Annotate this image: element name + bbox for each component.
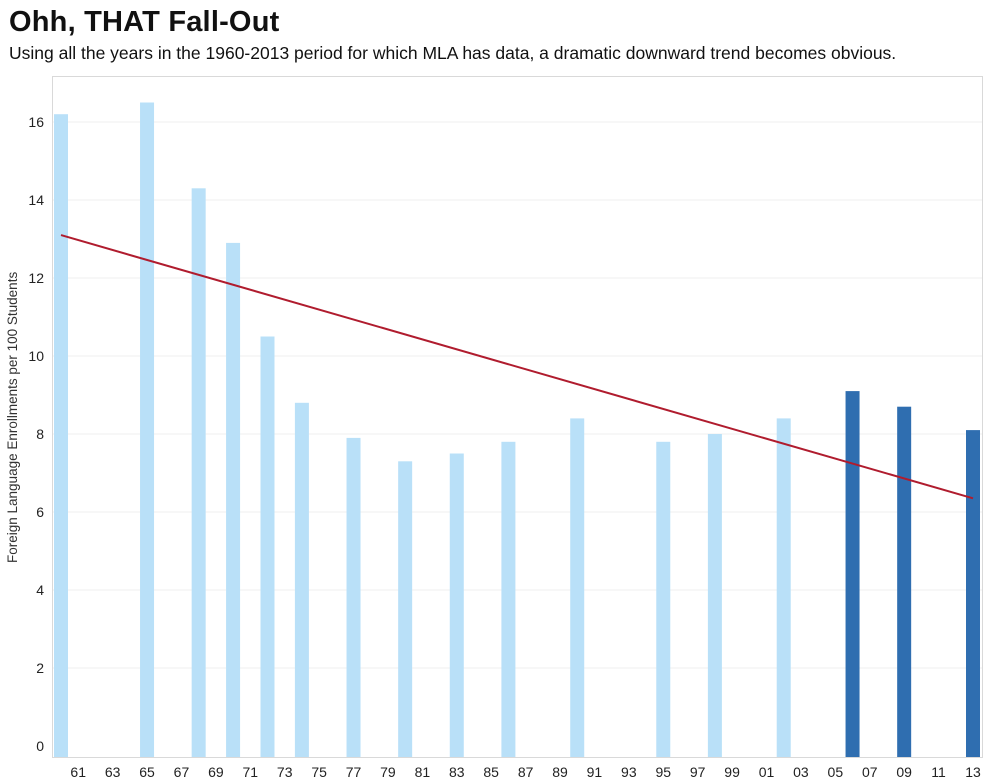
plot-frame — [52, 76, 983, 758]
y-axis-label: Foreign Language Enrollments per 100 Stu… — [5, 271, 20, 563]
x-tick-label: 61 — [70, 764, 86, 780]
bar — [449, 453, 464, 758]
bar — [966, 430, 980, 758]
x-tick-label: 77 — [346, 764, 362, 780]
chart-title: Ohh, THAT Fall-Out — [9, 6, 280, 38]
x-tick-label: 91 — [587, 764, 603, 780]
trend-line — [60, 234, 974, 500]
x-tick-label: 89 — [552, 764, 568, 780]
axes: 0 2 4 6 8 10 12 14 16 61 63 65 67 69 71 73 75 77 79 81 83 85 8… — [28, 76, 983, 780]
chart-subtitle: Using all the years in the 1960-2013 per… — [9, 43, 897, 63]
x-tick-label: 71 — [242, 764, 258, 780]
x-tick-label: 75 — [311, 764, 327, 780]
y-tick-label: 6 — [36, 504, 44, 520]
bar — [897, 406, 912, 758]
y-tick-label: 12 — [28, 270, 44, 286]
x-tick-label: 13 — [965, 764, 981, 780]
x-tick-label: 07 — [862, 764, 878, 780]
bar — [54, 114, 68, 758]
x-tick-label: 01 — [759, 764, 775, 780]
bar — [294, 402, 309, 758]
x-tick-label: 63 — [105, 764, 121, 780]
x-tick-label: 83 — [449, 764, 465, 780]
bars — [54, 102, 980, 759]
bar — [346, 437, 361, 758]
x-tick-label: 87 — [518, 764, 534, 780]
x-tick-label: 99 — [724, 764, 740, 780]
x-tick-label: 73 — [277, 764, 293, 780]
x-tick-label: 05 — [828, 764, 844, 780]
bar — [260, 336, 275, 758]
bar — [656, 441, 671, 758]
y-tick-label: 16 — [28, 114, 44, 130]
y-tick-label: 4 — [36, 582, 44, 598]
gridlines — [52, 121, 983, 669]
x-tick-label: 67 — [174, 764, 190, 780]
trend-line-layer — [60, 234, 974, 500]
x-tick-label: 69 — [208, 764, 224, 780]
x-tick-label: 03 — [793, 764, 809, 780]
y-tick-label: 0 — [36, 738, 44, 754]
y-tick-label: 10 — [28, 348, 44, 364]
y-tick-label: 2 — [36, 660, 44, 676]
x-tick-label: 93 — [621, 764, 637, 780]
y-tick-label: 14 — [28, 192, 44, 208]
bar — [845, 391, 860, 758]
y-tick-label: 8 — [36, 426, 44, 442]
bar — [776, 418, 791, 758]
x-tick-label: 85 — [483, 764, 499, 780]
x-tick-label: 97 — [690, 764, 706, 780]
x-tick-label: 65 — [139, 764, 155, 780]
bar — [707, 434, 722, 758]
x-tick-label: 95 — [655, 764, 671, 780]
x-tick-label: 11 — [931, 764, 946, 780]
bar — [140, 102, 155, 758]
x-tick-label: 09 — [896, 764, 912, 780]
bar — [398, 461, 413, 758]
bar — [226, 242, 241, 758]
x-tick-label: 81 — [415, 764, 431, 780]
bar — [191, 188, 206, 759]
x-tick-label: 79 — [380, 764, 396, 780]
bar — [570, 418, 585, 758]
bar — [501, 441, 516, 758]
